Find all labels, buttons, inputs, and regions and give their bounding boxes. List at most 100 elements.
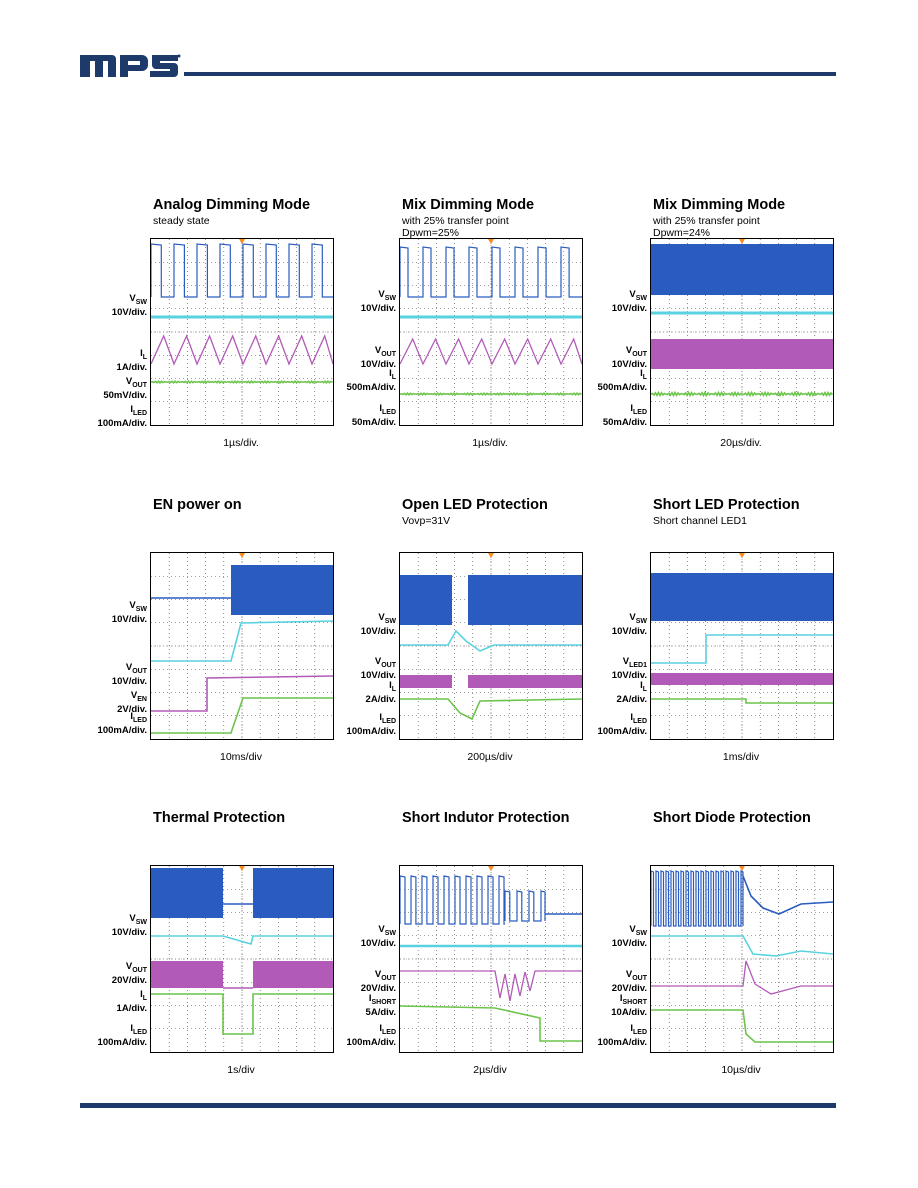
- iled-trace: [651, 698, 833, 704]
- ishort-trace: [651, 960, 833, 995]
- channel-label: VOUT 20V/div.: [611, 969, 647, 994]
- timebase-label: 10µs/div: [721, 1064, 761, 1076]
- oscilloscope-screen: [399, 552, 583, 740]
- panel-title: Short Diode Protection: [653, 810, 811, 826]
- channel-label: IL 2A/div.: [616, 680, 647, 705]
- waveform-panel: Thermal Protection VSW 10V/div. VOUT 20V/div…: [98, 810, 391, 1076]
- channel-label: ILED 100mA/div.: [597, 712, 647, 737]
- channel-label: ILED 100mA/div.: [97, 404, 147, 429]
- iled-trace: [151, 993, 333, 1035]
- channel-label: IL 500mA/div.: [346, 368, 396, 393]
- panel-subtitle: Dpwm=25%: [402, 227, 459, 239]
- il-trace: [400, 675, 452, 688]
- vsw-trace: [651, 573, 833, 621]
- panel-title: Mix Dimming Mode: [653, 197, 786, 213]
- ven-trace: [151, 675, 333, 712]
- oscilloscope-screen: [150, 865, 334, 1053]
- panel-subtitle: Dpwm=24%: [653, 227, 710, 239]
- timebase-label: 2µs/div: [473, 1064, 507, 1076]
- timebase-label: 10ms/div: [219, 751, 262, 763]
- vout-trace: [151, 935, 333, 945]
- vsw-trace: [400, 575, 452, 625]
- vsw-band: [468, 575, 582, 625]
- channel-label: IL 1A/div.: [116, 348, 147, 373]
- panel-subtitle: steady state: [153, 215, 210, 227]
- channel-label: VSW 10V/div.: [360, 289, 396, 314]
- panel-subtitle: Vovp=31V: [402, 515, 451, 527]
- panel-title: Short Indutor Protection: [402, 810, 570, 826]
- channel-label: VSW 10V/div.: [611, 289, 647, 314]
- channel-label: VOUT 10V/div.: [360, 345, 396, 370]
- header-rule: [184, 72, 836, 76]
- channel-label: ILED 100mA/div.: [97, 711, 147, 736]
- waveform-panel: Open LED Protection Vovp=31V VSW 10V/div. VO…: [347, 497, 640, 763]
- ishort-trace: [400, 970, 582, 1002]
- channel-label: VSW 10V/div.: [111, 293, 147, 318]
- channel-label: ISHORT 5A/div.: [365, 993, 396, 1018]
- channel-label: ILED 100mA/div.: [97, 1023, 147, 1048]
- il-trace: [151, 961, 223, 988]
- waveform-panel: Mix Dimming Mode with 25% transfer point D…: [347, 197, 640, 457]
- waveform-panel: Mix Dimming Mode with 25% transfer point D…: [598, 197, 891, 457]
- vsw-ring: [504, 890, 546, 922]
- oscilloscope-screen: [650, 865, 834, 1053]
- oscilloscope-screen: [399, 238, 583, 426]
- channel-label: IL 1A/div.: [116, 989, 147, 1014]
- channel-label: VOUT 50mV/div.: [103, 376, 147, 401]
- waveform-panel: Short Diode Protection VSW 10V/div. VOUT 20V…: [598, 810, 891, 1076]
- timebase-label: 1µs/div.: [472, 437, 508, 449]
- waveform-panel: Short LED Protection Short channel LED1 VS…: [598, 497, 891, 763]
- iled-trace: [151, 380, 333, 384]
- vsw-trace: [651, 244, 833, 295]
- channel-label: VOUT 10V/div.: [611, 345, 647, 370]
- timebase-label: 1ms/div: [722, 751, 760, 763]
- vsw-trace: [400, 875, 505, 925]
- panel-title: Analog Dimming Mode: [153, 197, 311, 213]
- channel-label: VOUT 10V/div.: [111, 662, 147, 687]
- vout-trace: [400, 629, 582, 652]
- footer-rule: [80, 1103, 836, 1108]
- oscilloscope-screen: [150, 552, 334, 740]
- oscilloscope-screen: [150, 238, 334, 426]
- iled-trace: [151, 697, 333, 734]
- iled-trace: [400, 392, 582, 396]
- channel-label: ISHORT 10A/div.: [611, 993, 647, 1018]
- vsw-band: [231, 565, 333, 615]
- channel-label: VSW 10V/div.: [360, 924, 396, 949]
- vled1-trace: [651, 634, 833, 664]
- iled-trace: [400, 1005, 582, 1042]
- il-band: [253, 961, 333, 988]
- vsw-decay: [742, 875, 833, 915]
- channel-label: ILED 50mA/div.: [351, 403, 396, 428]
- channel-label: VSW 10V/div.: [111, 600, 147, 625]
- panel-subtitle: with 25% transfer point: [402, 215, 509, 227]
- il-trace: [400, 337, 582, 366]
- channel-label: ILED 100mA/div.: [597, 1023, 647, 1048]
- vsw-band: [253, 868, 333, 918]
- channel-label: VSW 10V/div.: [360, 612, 396, 637]
- panel-title: Open LED Protection: [402, 497, 548, 513]
- il-trace: [651, 339, 833, 369]
- il-trace: [151, 334, 333, 366]
- panel-subtitle: with 25% transfer point: [653, 215, 760, 227]
- panel-title: Thermal Protection: [153, 810, 286, 826]
- channel-label: IL 500mA/div.: [597, 368, 647, 393]
- channel-label: VOUT 20V/div.: [111, 961, 147, 986]
- channel-label: VOUT 20V/div.: [360, 969, 396, 994]
- vsw-trace: [151, 243, 333, 298]
- il-trace: [651, 673, 833, 685]
- channel-label: IL 2A/div.: [365, 680, 396, 705]
- panel-title: EN power on: [153, 497, 242, 513]
- waveform-panel: Analog Dimming Mode steady state VSW 10V/di…: [98, 197, 391, 457]
- waveform-panel: Short Indutor Protection VSW 10V/div. VOUT 2…: [347, 810, 640, 1076]
- iled-trace: [651, 390, 833, 398]
- channel-label: VEN 2V/div.: [117, 690, 147, 715]
- channel-label: VSW 10V/div.: [111, 913, 147, 938]
- vout-trace: [651, 935, 833, 957]
- timebase-label: 200µs/div: [467, 751, 513, 763]
- timebase-label: 1µs/div.: [223, 437, 259, 449]
- channel-label: ILED 50mA/div.: [602, 403, 647, 428]
- il-band: [468, 675, 582, 688]
- oscilloscope-screen: [650, 238, 834, 426]
- vsw-trace: [151, 868, 223, 918]
